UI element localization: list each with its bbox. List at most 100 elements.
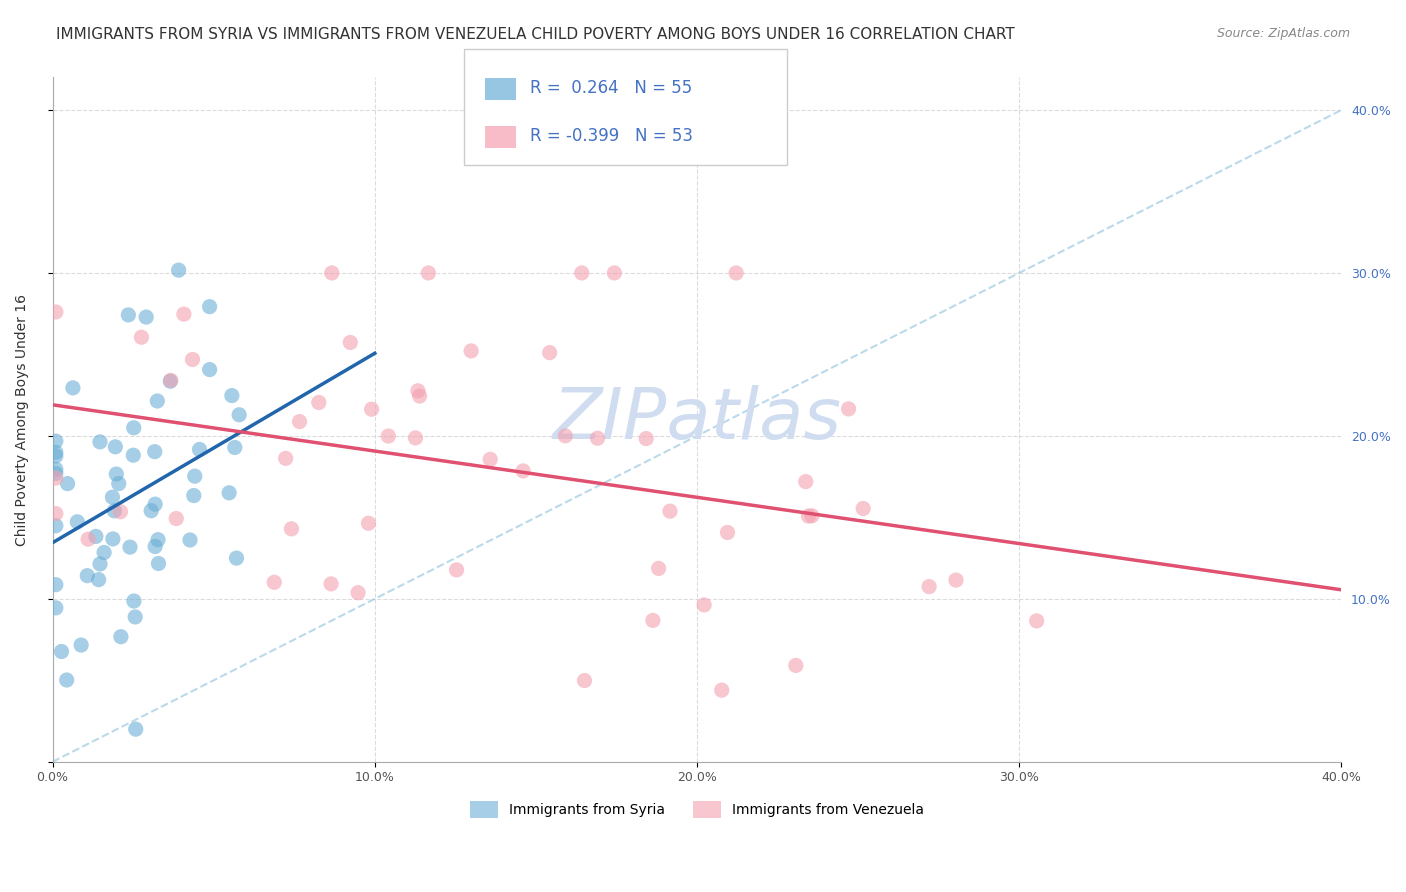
Immigrants from Syria (105, 467, 128, 481)
Immigrants from Syria (179, 533, 201, 547)
Immigrants from Venezuela (45, 507, 67, 521)
Immigrants from Syria (101, 532, 124, 546)
Immigrants from Venezuela (308, 395, 330, 409)
Immigrants from Syria (198, 300, 221, 314)
Immigrants from Venezuela (408, 389, 430, 403)
Immigrants from Syria (125, 722, 148, 736)
Y-axis label: Child Poverty Among Boys Under 16: Child Poverty Among Boys Under 16 (15, 293, 30, 546)
Immigrants from Venezuela (603, 266, 626, 280)
Immigrants from Syria (122, 448, 145, 462)
Immigrants from Venezuela (918, 580, 941, 594)
Immigrants from Syria (107, 476, 129, 491)
Immigrants from Venezuela (693, 598, 716, 612)
Immigrants from Syria (66, 515, 89, 529)
Immigrants from Venezuela (710, 683, 733, 698)
Immigrants from Venezuela (586, 431, 609, 445)
Immigrants from Venezuela (838, 401, 860, 416)
Immigrants from Venezuela (173, 307, 195, 321)
Immigrants from Syria (167, 263, 190, 277)
Immigrants from Syria (117, 308, 139, 322)
Immigrants from Venezuela (794, 475, 817, 489)
Immigrants from Syria (148, 557, 170, 571)
Immigrants from Syria (70, 638, 93, 652)
Immigrants from Syria (221, 388, 243, 402)
Immigrants from Syria (45, 577, 67, 591)
Immigrants from Venezuela (347, 585, 370, 599)
Immigrants from Syria (110, 630, 132, 644)
Immigrants from Venezuela (479, 452, 502, 467)
Immigrants from Syria (62, 381, 84, 395)
Immigrants from Venezuela (418, 266, 440, 280)
Immigrants from Venezuela (377, 429, 399, 443)
Immigrants from Syria (225, 551, 247, 566)
Text: R =  0.264   N = 55: R = 0.264 N = 55 (530, 79, 692, 97)
Immigrants from Venezuela (641, 614, 664, 628)
Immigrants from Venezuela (797, 509, 820, 524)
Immigrants from Venezuela (263, 575, 285, 590)
Immigrants from Syria (143, 540, 166, 554)
Immigrants from Venezuela (77, 532, 100, 546)
Text: R = -0.399   N = 53: R = -0.399 N = 53 (530, 128, 693, 145)
Immigrants from Venezuela (460, 343, 482, 358)
Immigrants from Syria (45, 600, 67, 615)
Immigrants from Syria (89, 557, 111, 571)
Immigrants from Syria (159, 374, 181, 388)
Immigrants from Syria (87, 573, 110, 587)
Immigrants from Syria (45, 462, 67, 476)
Immigrants from Syria (135, 310, 157, 324)
Immigrants from Venezuela (181, 352, 204, 367)
Immigrants from Venezuela (512, 464, 534, 478)
Immigrants from Syria (104, 440, 127, 454)
Text: ZIPatlas: ZIPatlas (553, 385, 842, 454)
Immigrants from Syria (183, 489, 205, 503)
Immigrants from Venezuela (571, 266, 593, 280)
Immigrants from Syria (218, 486, 240, 500)
Text: IMMIGRANTS FROM SYRIA VS IMMIGRANTS FROM VENEZUELA CHILD POVERTY AMONG BOYS UNDE: IMMIGRANTS FROM SYRIA VS IMMIGRANTS FROM… (56, 27, 1015, 42)
Immigrants from Venezuela (852, 501, 875, 516)
Immigrants from Syria (122, 594, 145, 608)
Immigrants from Venezuela (274, 451, 297, 466)
Immigrants from Syria (184, 469, 207, 483)
Immigrants from Syria (188, 442, 211, 457)
Immigrants from Syria (56, 476, 79, 491)
Immigrants from Venezuela (647, 561, 669, 575)
Immigrants from Venezuela (165, 511, 187, 525)
Immigrants from Syria (89, 434, 111, 449)
Immigrants from Syria (93, 545, 115, 559)
Immigrants from Venezuela (945, 573, 967, 587)
Immigrants from Syria (45, 449, 67, 463)
Immigrants from Syria (124, 610, 146, 624)
Immigrants from Syria (228, 408, 250, 422)
Immigrants from Venezuela (288, 415, 311, 429)
Immigrants from Syria (45, 518, 67, 533)
Immigrants from Venezuela (1025, 614, 1047, 628)
Immigrants from Syria (103, 504, 125, 518)
Immigrants from Syria (146, 394, 169, 409)
Immigrants from Venezuela (716, 525, 738, 540)
Immigrants from Venezuela (405, 431, 427, 445)
Immigrants from Syria (143, 497, 166, 511)
Immigrants from Venezuela (360, 402, 382, 417)
Immigrants from Venezuela (319, 577, 342, 591)
Immigrants from Venezuela (800, 508, 823, 523)
Immigrants from Venezuela (538, 345, 561, 359)
Immigrants from Syria (45, 467, 67, 481)
Immigrants from Venezuela (321, 266, 343, 280)
Immigrants from Venezuela (554, 429, 576, 443)
Immigrants from Venezuela (131, 330, 153, 344)
Immigrants from Venezuela (446, 563, 468, 577)
Immigrants from Venezuela (406, 384, 429, 398)
Immigrants from Syria (146, 533, 169, 547)
Immigrants from Syria (76, 568, 98, 582)
Immigrants from Venezuela (725, 266, 748, 280)
Immigrants from Syria (224, 441, 246, 455)
Immigrants from Venezuela (636, 432, 658, 446)
Immigrants from Venezuela (45, 471, 67, 485)
Immigrants from Venezuela (339, 335, 361, 350)
Immigrants from Venezuela (785, 658, 807, 673)
Immigrants from Syria (122, 421, 145, 435)
Immigrants from Syria (143, 444, 166, 458)
Immigrants from Venezuela (659, 504, 682, 518)
Immigrants from Venezuela (357, 516, 380, 531)
Immigrants from Syria (198, 362, 221, 376)
